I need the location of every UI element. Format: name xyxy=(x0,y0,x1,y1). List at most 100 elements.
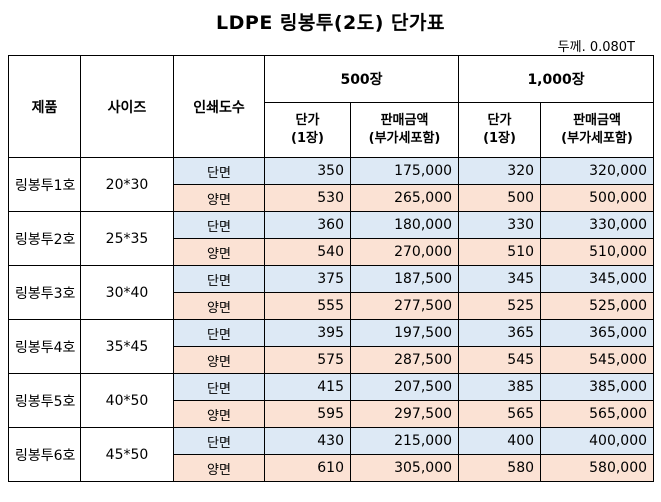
header-product: 제품 xyxy=(8,55,81,158)
header-group-500: 500장 xyxy=(263,55,460,103)
unit-price-500-cell: 415 xyxy=(264,373,351,401)
unit-price-500-cell: 395 xyxy=(264,319,351,347)
product-name-cell: 링봉투3호 xyxy=(8,265,81,320)
table-row: 양면 555 277,500 525 525,000 xyxy=(9,292,655,320)
sale-amount-500-cell: 180,000 xyxy=(349,211,460,239)
print-side-cell: 단면 xyxy=(173,319,265,347)
product-name-cell: 링봉투1호 xyxy=(8,157,81,212)
table-row: 링봉투6호 45*50 단면 430 215,000 400 400,000 xyxy=(8,427,655,482)
header-sale-amount-line2: (부가세포함) xyxy=(368,131,441,146)
header-unit-price-1000: 단가 (1장) xyxy=(458,102,542,158)
print-side-cell: 양면 xyxy=(173,238,265,266)
header-unit-price-line1: 단가 xyxy=(487,113,512,128)
table-row: 링봉투3호 30*40 단면 375 187,500 345 345,000 xyxy=(8,265,655,320)
sale-amount-1000-cell: 365,000 xyxy=(540,319,655,347)
sale-amount-500-cell: 287,500 xyxy=(349,346,460,374)
unit-price-1000-cell: 320 xyxy=(458,157,542,185)
sale-amount-1000-cell: 525,000 xyxy=(540,292,655,320)
product-name-cell: 링봉투6호 xyxy=(8,427,81,482)
product-name-cell: 링봉투2호 xyxy=(8,211,81,266)
sale-amount-1000-cell: 330,000 xyxy=(540,211,655,239)
print-side-cell: 양면 xyxy=(173,454,265,482)
unit-price-1000-cell: 330 xyxy=(458,211,542,239)
unit-price-1000-cell: 525 xyxy=(458,292,542,320)
sale-amount-1000-cell: 545,000 xyxy=(540,346,655,374)
sale-amount-500-cell: 297,500 xyxy=(349,400,460,428)
sale-amount-500-cell: 277,500 xyxy=(349,292,460,320)
unit-price-500-cell: 430 xyxy=(264,427,351,455)
sale-amount-500-cell: 207,500 xyxy=(349,373,460,401)
table-row: 링봉투1호 20*30 단면 350 175,000 320 320,000 xyxy=(8,157,655,212)
sale-amount-1000-cell: 320,000 xyxy=(540,157,655,185)
sale-amount-500-cell: 265,000 xyxy=(349,184,460,212)
print-side-cell: 단면 xyxy=(173,211,265,239)
header-unit-price-500: 단가 (1장) xyxy=(264,102,351,158)
sale-amount-1000-cell: 510,000 xyxy=(540,238,655,266)
header-row-2: 단가 (1장) 판매금액 (부가세포함) 단가 (1장) 판매금액 (부가세포함… xyxy=(9,102,655,158)
sale-amount-500-cell: 305,000 xyxy=(349,454,460,482)
product-size-cell: 40*50 xyxy=(80,373,174,428)
unit-price-1000-cell: 385 xyxy=(458,373,542,401)
header-sale-amount-line1: 판매금액 xyxy=(573,113,621,128)
unit-price-1000-cell: 580 xyxy=(458,454,542,482)
price-table-body: 링봉투1호 20*30 단면 350 175,000 320 320,000 양면 530 265… xyxy=(8,157,655,482)
header-sale-amount-line2: (부가세포함) xyxy=(561,131,633,146)
header-unit-price-line2: (1장) xyxy=(483,131,516,146)
unit-price-1000-cell: 545 xyxy=(458,346,542,374)
header-sale-amount-line1: 판매금액 xyxy=(380,113,429,128)
sale-amount-1000-cell: 565,000 xyxy=(540,400,655,428)
header-unit-price-line2: (1장) xyxy=(291,131,324,146)
sale-amount-1000-cell: 580,000 xyxy=(540,454,655,482)
product-size-cell: 45*50 xyxy=(80,427,174,482)
sale-amount-1000-cell: 385,000 xyxy=(540,373,655,401)
sale-amount-500-cell: 175,000 xyxy=(349,157,460,185)
sale-amount-1000-cell: 345,000 xyxy=(540,265,655,293)
print-side-cell: 단면 xyxy=(173,427,265,455)
table-row: 링봉투2호 25*35 단면 360 180,000 330 330,000 xyxy=(8,211,655,266)
print-side-cell: 양면 xyxy=(173,346,265,374)
price-table: 제품 사이즈 인쇄도수 500장 1,000장 단가 (1장) 판매금액 (부가… xyxy=(8,55,655,482)
unit-price-500-cell: 375 xyxy=(264,265,351,293)
thickness-label: 두께. 0.080T xyxy=(557,40,635,55)
header-sale-amount-500: 판매금액 (부가세포함) xyxy=(349,102,460,158)
table-row: 양면 595 297,500 565 565,000 xyxy=(9,400,655,428)
print-side-cell: 양면 xyxy=(173,292,265,320)
unit-price-1000-cell: 400 xyxy=(458,427,542,455)
product-size-cell: 20*30 xyxy=(80,157,174,212)
table-row: 링봉투5호 40*50 단면 415 207,500 385 385,000 xyxy=(8,373,655,428)
header-print: 인쇄도수 xyxy=(173,55,265,158)
unit-price-1000-cell: 500 xyxy=(458,184,542,212)
sale-amount-500-cell: 270,000 xyxy=(349,238,460,266)
unit-price-500-cell: 360 xyxy=(264,211,351,239)
sale-amount-1000-cell: 400,000 xyxy=(540,427,655,455)
unit-price-1000-cell: 565 xyxy=(458,400,542,428)
unit-price-500-cell: 530 xyxy=(264,184,351,212)
print-side-cell: 양면 xyxy=(173,400,265,428)
header-group-1000: 1,000장 xyxy=(458,55,655,103)
header-unit-price-line1: 단가 xyxy=(295,113,320,128)
product-name-cell: 링봉투4호 xyxy=(8,319,81,374)
unit-price-1000-cell: 345 xyxy=(458,265,542,293)
sale-amount-1000-cell: 500,000 xyxy=(540,184,655,212)
unit-price-500-cell: 610 xyxy=(264,454,351,482)
print-side-cell: 단면 xyxy=(173,157,265,185)
table-row: 링봉투4호 35*45 단면 395 197,500 365 365,000 xyxy=(8,319,655,374)
sale-amount-500-cell: 215,000 xyxy=(349,427,460,455)
product-name-cell: 링봉투5호 xyxy=(8,373,81,428)
table-row: 양면 610 305,000 580 580,000 xyxy=(9,454,655,482)
product-size-cell: 30*40 xyxy=(80,265,174,320)
page-title: LDPE 링봉투(2도) 단가표 xyxy=(216,12,445,34)
print-side-cell: 단면 xyxy=(173,265,265,293)
product-size-cell: 25*35 xyxy=(80,211,174,266)
header-row-1: 제품 사이즈 인쇄도수 500장 1,000장 xyxy=(8,55,655,158)
header-sale-amount-1000: 판매금액 (부가세포함) xyxy=(540,102,655,158)
unit-price-1000-cell: 365 xyxy=(458,319,542,347)
sale-amount-500-cell: 187,500 xyxy=(349,265,460,293)
unit-price-500-cell: 540 xyxy=(264,238,351,266)
print-side-cell: 양면 xyxy=(173,184,265,212)
unit-price-500-cell: 555 xyxy=(264,292,351,320)
product-size-cell: 35*45 xyxy=(80,319,174,374)
unit-price-1000-cell: 510 xyxy=(458,238,542,266)
header-size: 사이즈 xyxy=(80,55,174,158)
print-side-cell: 단면 xyxy=(173,373,265,401)
